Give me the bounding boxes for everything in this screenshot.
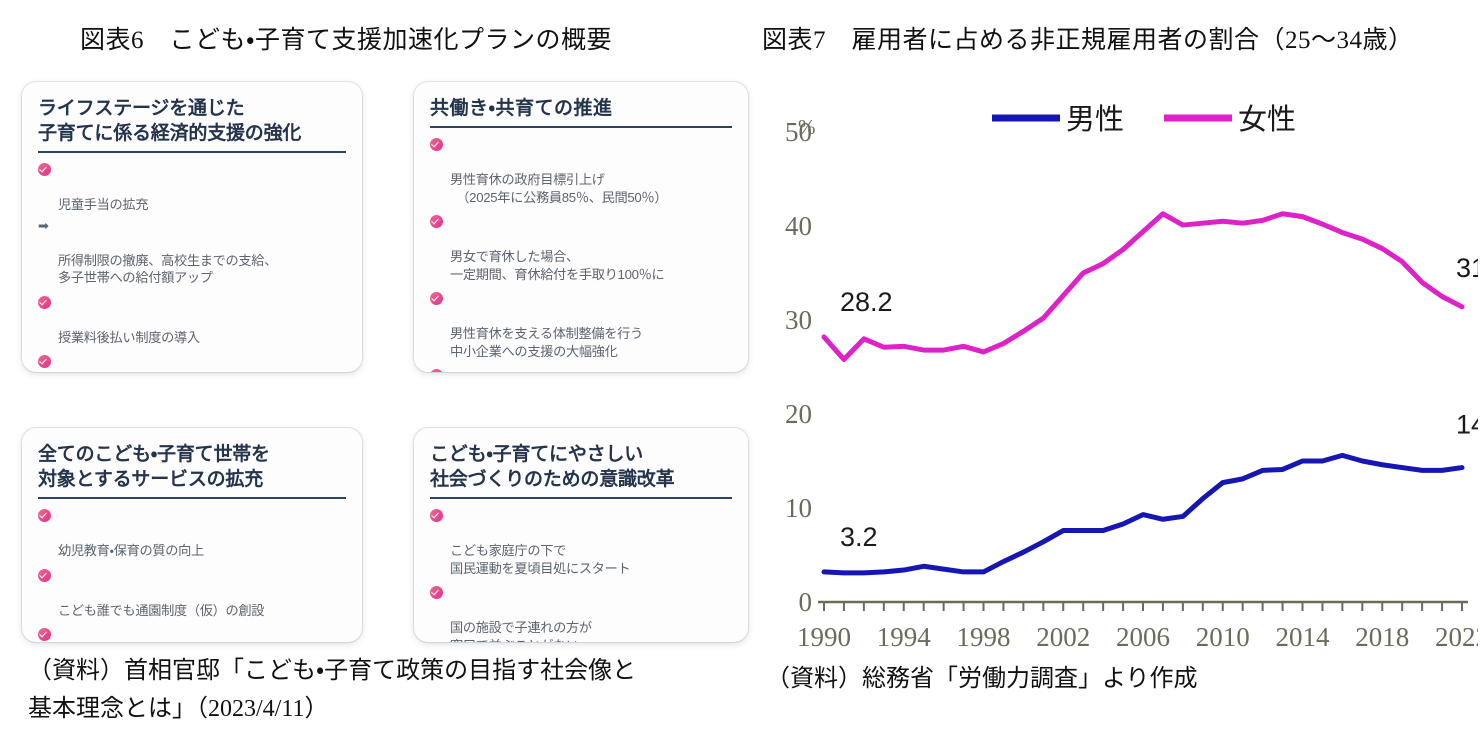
list-item: 児童手当の拡充 xyxy=(38,161,346,214)
list-item: 男性育休の政府目標引上げ （2025年に公務員85％、民間50％） xyxy=(430,136,732,206)
check-circle-icon xyxy=(430,509,443,522)
list-item-sub: ➡ 所得制限の撤廃、高校生までの支給、 多子世帯への給付額アップ xyxy=(38,217,346,287)
list-item-label: 国の施設で子連れの方が 窓口で並ぶことがない 「こどもファスト・トラック」 xyxy=(450,620,592,642)
figure6-title: 図表6 こども・子育て支援加速化プランの概要 xyxy=(80,27,613,54)
x-axis-tick-label: 2006 xyxy=(1116,622,1170,648)
check-circle-icon xyxy=(430,215,443,228)
nonregular-employment-chart: 0 10 20 30 40 50 % 1990 1994 1998 2002 2006 2010 20… xyxy=(762,78,1478,648)
y-axis-tick-label: 50 xyxy=(785,117,812,147)
x-axis-tick-label: 1998 xyxy=(957,622,1011,648)
data-value-label: 3.2 xyxy=(840,522,878,552)
series-line-男性 xyxy=(821,452,1465,576)
y-axis-tick-label: 10 xyxy=(785,493,812,523)
list-item-label: 男性育休の政府目標引上げ （2025年に公務員85％、民間50％） xyxy=(450,172,668,205)
card-bullet-list: 男性育休の政府目標引上げ （2025年に公務員85％、民間50％） 男女で育休し… xyxy=(430,136,732,372)
list-item: こども家庭庁の下で 国民運動を夏頃目処にスタート xyxy=(430,507,732,577)
check-circle-icon xyxy=(38,509,51,522)
data-series-lines xyxy=(821,211,1465,576)
check-circle-icon xyxy=(38,163,51,176)
card-title: 共働き・共育ての推進 xyxy=(430,96,732,128)
y-axis-unit-label: % xyxy=(798,115,816,139)
data-value-label: 28.2 xyxy=(840,287,893,317)
x-axis-tick-label: 2010 xyxy=(1196,622,1250,648)
policy-card-awareness-reform: こども・子育てにやさしい 社会づくりのための意識改革 こども家庭庁の下で 国民運… xyxy=(414,428,748,642)
x-axis-tick-label: 1994 xyxy=(877,622,932,648)
list-item: 自営業、フリーランスの方々の 育児期間の保険料免除制度の創設 xyxy=(430,367,732,372)
data-value-label: 31.4 xyxy=(1456,253,1478,283)
legend-label-男性: 男性 xyxy=(1066,103,1124,136)
check-circle-icon xyxy=(430,292,443,305)
y-axis-tick-label: 40 xyxy=(785,211,812,241)
data-value-label: 14.3 xyxy=(1456,410,1478,440)
check-circle-icon xyxy=(38,568,51,582)
x-axis-tick-label: 2014 xyxy=(1276,622,1331,648)
y-axis-tick-label: 0 xyxy=(799,587,813,617)
chart-legend: 男性 女性 xyxy=(992,103,1296,136)
legend-label-女性: 女性 xyxy=(1238,103,1296,136)
list-item: こども誰でも通園制度（仮）の創設 xyxy=(38,567,346,620)
figure6-source: （資料）首相官邸「こども・子育て政策の目指す社会像と 基本理念とは」（2023/… xyxy=(28,658,637,722)
list-item-label: 男女で育休した場合、 一定期間、育休給付を手取り100％に xyxy=(450,249,665,282)
list-item: 幼児教育・保育の質の向上 xyxy=(38,507,346,560)
check-circle-icon xyxy=(430,369,443,372)
x-axis-tick-label: 2002 xyxy=(1036,622,1090,648)
check-circle-icon xyxy=(38,295,51,309)
y-axis-tick-label: 30 xyxy=(785,305,812,335)
figure7-title: 図表7 雇用者に占める非正規雇用者の割合（25～34歳） xyxy=(762,27,1414,54)
card-title: 全てのこども・子育て世帯を 対象とするサービスの拡充 xyxy=(38,442,346,499)
check-circle-icon xyxy=(430,138,443,151)
policy-card-services-expansion: 全てのこども・子育て世帯を 対象とするサービスの拡充 幼児教育・保育の質の向上 … xyxy=(22,428,362,642)
check-circle-icon xyxy=(38,355,51,368)
x-axis-tick-label: 1990 xyxy=(797,622,851,648)
chart-svg: 0 10 20 30 40 50 % 1990 1994 1998 2002 2006 2010 20… xyxy=(785,103,1478,648)
list-item: 授業料後払い制度の導入 xyxy=(38,294,346,347)
list-item-label: 授業料後払い制度の導入 xyxy=(58,329,200,345)
x-axis xyxy=(818,600,1468,611)
figure7-source: （資料）総務省「労働力調査」より作成 xyxy=(766,666,1198,692)
list-item: 男性育休を支える体制整備を行う 中小企業への支援の大幅強化 xyxy=(430,290,732,360)
list-item-label: こども誰でも通園制度（仮）の創設 xyxy=(58,602,265,618)
card-bullet-list: 児童手当の拡充 ➡ 所得制限の撤廃、高校生までの支給、 多子世帯への給付額アップ… xyxy=(38,161,346,372)
check-circle-icon xyxy=(430,586,443,599)
card-bullet-list: 幼児教育・保育の質の向上 こども誰でも通園制度（仮）の創設 病児保育、学童、社会… xyxy=(38,507,346,642)
series-line-女性 xyxy=(821,211,1465,362)
policy-card-dual-income: 共働き・共育ての推進 男性育休の政府目標引上げ （2025年に公務員85％、民間… xyxy=(414,82,748,372)
check-circle-icon xyxy=(38,628,51,641)
y-axis-tick-labels: 0 10 20 30 40 50 xyxy=(785,117,812,617)
data-value-annotations: 28.2 31.4 3.2 14.3 xyxy=(840,253,1478,552)
y-axis-tick-label: 20 xyxy=(785,399,812,429)
list-item: 国の施設で子連れの方が 窓口で並ぶことがない 「こどもファスト・トラック」 xyxy=(430,584,732,642)
policy-card-economic-support: ライフステージを通じた 子育てに係る経済的支援の強化 児童手当の拡充 ➡ 所得制… xyxy=(22,82,362,372)
list-item: こども医療費助成に係る国保減額調整の廃止 xyxy=(38,353,346,372)
card-title: ライフステージを通じた 子育てに係る経済的支援の強化 xyxy=(38,96,346,153)
card-title: こども・子育てにやさしい 社会づくりのための意識改革 xyxy=(430,442,732,499)
list-item-label: こども家庭庁の下で 国民運動を夏頃目処にスタート xyxy=(450,543,631,576)
list-item-label: 所得制限の撤廃、高校生までの支給、 多子世帯への給付額アップ xyxy=(58,252,278,286)
x-axis-tick-label: 2018 xyxy=(1355,622,1409,648)
y-axis-unit-label: % xyxy=(798,115,816,139)
list-item-label: 幼児教育・保育の質の向上 xyxy=(58,543,204,558)
list-item-label: 児童手当の拡充 xyxy=(58,197,149,212)
card-bullet-list: こども家庭庁の下で 国民運動を夏頃目処にスタート 国の施設で子連れの方が 窓口で… xyxy=(430,507,732,642)
policy-cards-panel: ライフステージを通じた 子育てに係る経済的支援の強化 児童手当の拡充 ➡ 所得制… xyxy=(22,82,748,648)
list-item: 男女で育休した場合、 一定期間、育休給付を手取り100％に xyxy=(430,213,732,283)
list-item: 病児保育、学童、社会的養護、 ヤングケアラー、障害児、医療的ケア児、 ひとり親家… xyxy=(38,626,346,642)
arrow-right-icon: ➡ xyxy=(38,217,49,233)
list-item-label: 男性育休を支える体制整備を行う 中小企業への支援の大幅強化 xyxy=(450,326,643,359)
